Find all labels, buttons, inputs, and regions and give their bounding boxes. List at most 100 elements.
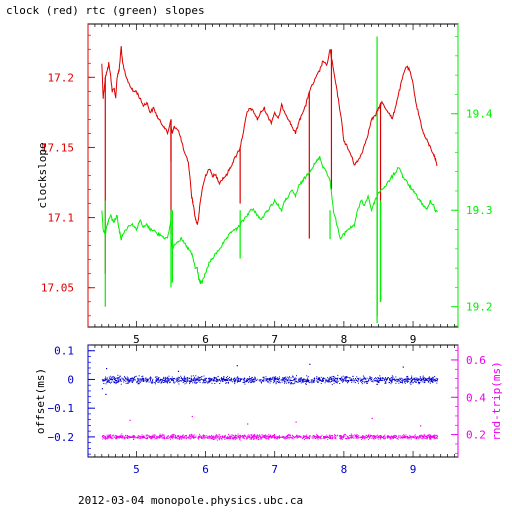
offset-point <box>164 378 166 379</box>
offset-point <box>107 379 109 381</box>
offset-point <box>299 379 301 381</box>
offset-point <box>216 379 218 381</box>
offset-point <box>106 381 108 383</box>
offset-point <box>262 379 263 381</box>
offset-point <box>426 380 428 381</box>
offset-point <box>237 377 239 379</box>
roundtrip-point <box>150 437 152 439</box>
offset-point <box>223 376 225 378</box>
roundtrip-point <box>326 436 327 438</box>
offset-point <box>285 376 287 378</box>
offset-point <box>385 380 387 382</box>
offset-point <box>366 377 368 379</box>
roundtrip-point <box>299 436 301 438</box>
offset-point <box>247 378 249 380</box>
offset-point <box>246 379 248 381</box>
roundtrip-point <box>183 437 185 439</box>
offset-point <box>112 376 113 378</box>
offset-point <box>168 379 170 381</box>
roundtrip-point <box>316 436 318 438</box>
offset-point <box>346 382 348 384</box>
y2-tick-label: 0.4 <box>466 391 486 404</box>
roundtrip-point <box>182 437 184 439</box>
offset-point <box>126 377 128 379</box>
roundtrip-point <box>191 435 193 437</box>
offset-point <box>289 379 291 381</box>
roundtrip-point <box>390 436 392 438</box>
roundtrip-point <box>146 434 148 436</box>
roundtrip-point <box>138 435 140 437</box>
roundtrip-point <box>395 437 396 438</box>
offset-point <box>108 376 110 378</box>
roundtrip-outlier <box>129 419 131 421</box>
roundtrip-point <box>250 438 252 439</box>
offset-point <box>213 380 214 382</box>
roundtrip-point <box>124 437 126 439</box>
offset-point <box>341 376 343 378</box>
y-tick-label: −0.1 <box>48 402 75 415</box>
roundtrip-outlier <box>371 417 373 419</box>
roundtrip-point <box>421 438 423 440</box>
offset-point <box>322 381 324 382</box>
roundtrip-point <box>363 435 365 437</box>
offset-point <box>185 380 187 382</box>
roundtrip-point <box>242 436 244 438</box>
offset-point <box>384 379 385 381</box>
offset-point <box>312 381 314 383</box>
roundtrip-point <box>273 436 275 438</box>
roundtrip-point <box>206 435 208 437</box>
offset-point <box>342 379 344 381</box>
roundtrip-point <box>214 436 216 437</box>
roundtrip-point <box>377 437 379 439</box>
roundtrip-point <box>341 436 343 438</box>
offset-point <box>332 380 334 382</box>
offset-point <box>391 381 393 383</box>
roundtrip-point <box>323 437 325 439</box>
offset-point <box>269 377 271 379</box>
roundtrip-point <box>211 435 213 437</box>
roundtrip-point <box>141 434 143 436</box>
roundtrip-point <box>258 435 260 437</box>
offset-point <box>145 381 147 383</box>
offset-point <box>382 377 384 379</box>
offset-point <box>238 380 240 382</box>
offset-point <box>137 380 139 382</box>
offset-point <box>161 381 163 383</box>
roundtrip-point <box>327 437 329 439</box>
roundtrip-point <box>246 437 248 439</box>
offset-point <box>333 378 335 380</box>
roundtrip-point <box>410 438 412 440</box>
roundtrip-point <box>208 437 210 439</box>
offset-point <box>177 379 179 381</box>
offset-point <box>351 381 353 383</box>
roundtrip-point <box>246 435 248 437</box>
offset-point <box>107 379 109 381</box>
roundtrip-point <box>381 436 382 438</box>
offset-point <box>322 377 324 379</box>
offset-point <box>109 380 111 382</box>
offset-point <box>411 377 413 378</box>
offset-point <box>129 380 131 382</box>
roundtrip-point <box>162 437 164 439</box>
offset-point <box>369 377 371 379</box>
y2-axis-label: rnd-trip(ms) <box>490 361 503 440</box>
roundtrip-point <box>279 436 281 438</box>
roundtrip-point <box>231 434 233 436</box>
offset-point <box>386 379 388 381</box>
offset-point <box>304 378 306 380</box>
roundtrip-point <box>223 435 225 437</box>
roundtrip-point <box>117 436 119 437</box>
roundtrip-point <box>268 437 270 439</box>
roundtrip-point <box>286 436 288 438</box>
offset-point <box>298 381 300 382</box>
offset-point <box>318 378 320 380</box>
roundtrip-point <box>201 436 203 438</box>
offset-point <box>294 382 296 384</box>
roundtrip-point <box>266 435 268 437</box>
offset-point <box>283 380 285 382</box>
roundtrip-point <box>233 435 235 437</box>
roundtrip-point <box>381 435 383 437</box>
roundtrip-point <box>171 434 173 435</box>
offset-point <box>238 378 240 380</box>
roundtrip-point <box>148 436 150 438</box>
